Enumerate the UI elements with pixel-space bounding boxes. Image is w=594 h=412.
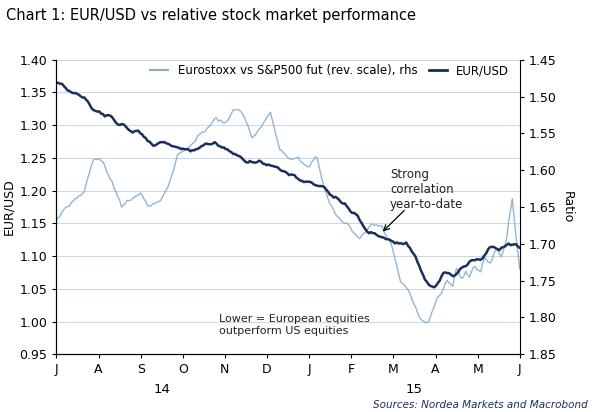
Legend: Eurostoxx vs S&P500 fut (rev. scale), rhs, EUR/USD: Eurostoxx vs S&P500 fut (rev. scale), rh… (146, 60, 514, 82)
Text: 15: 15 (406, 383, 423, 396)
Text: 14: 14 (153, 383, 170, 396)
Y-axis label: EUR/USD: EUR/USD (2, 179, 15, 235)
Text: Chart 1: EUR/USD vs relative stock market performance: Chart 1: EUR/USD vs relative stock marke… (6, 8, 416, 23)
Text: Lower = European equities
outperform US equities: Lower = European equities outperform US … (219, 314, 369, 336)
Text: Sources: Nordea Markets and Macrobond: Sources: Nordea Markets and Macrobond (373, 400, 588, 410)
Text: Strong
correlation
year-to-date: Strong correlation year-to-date (390, 168, 463, 211)
Y-axis label: Ratio: Ratio (560, 191, 573, 223)
